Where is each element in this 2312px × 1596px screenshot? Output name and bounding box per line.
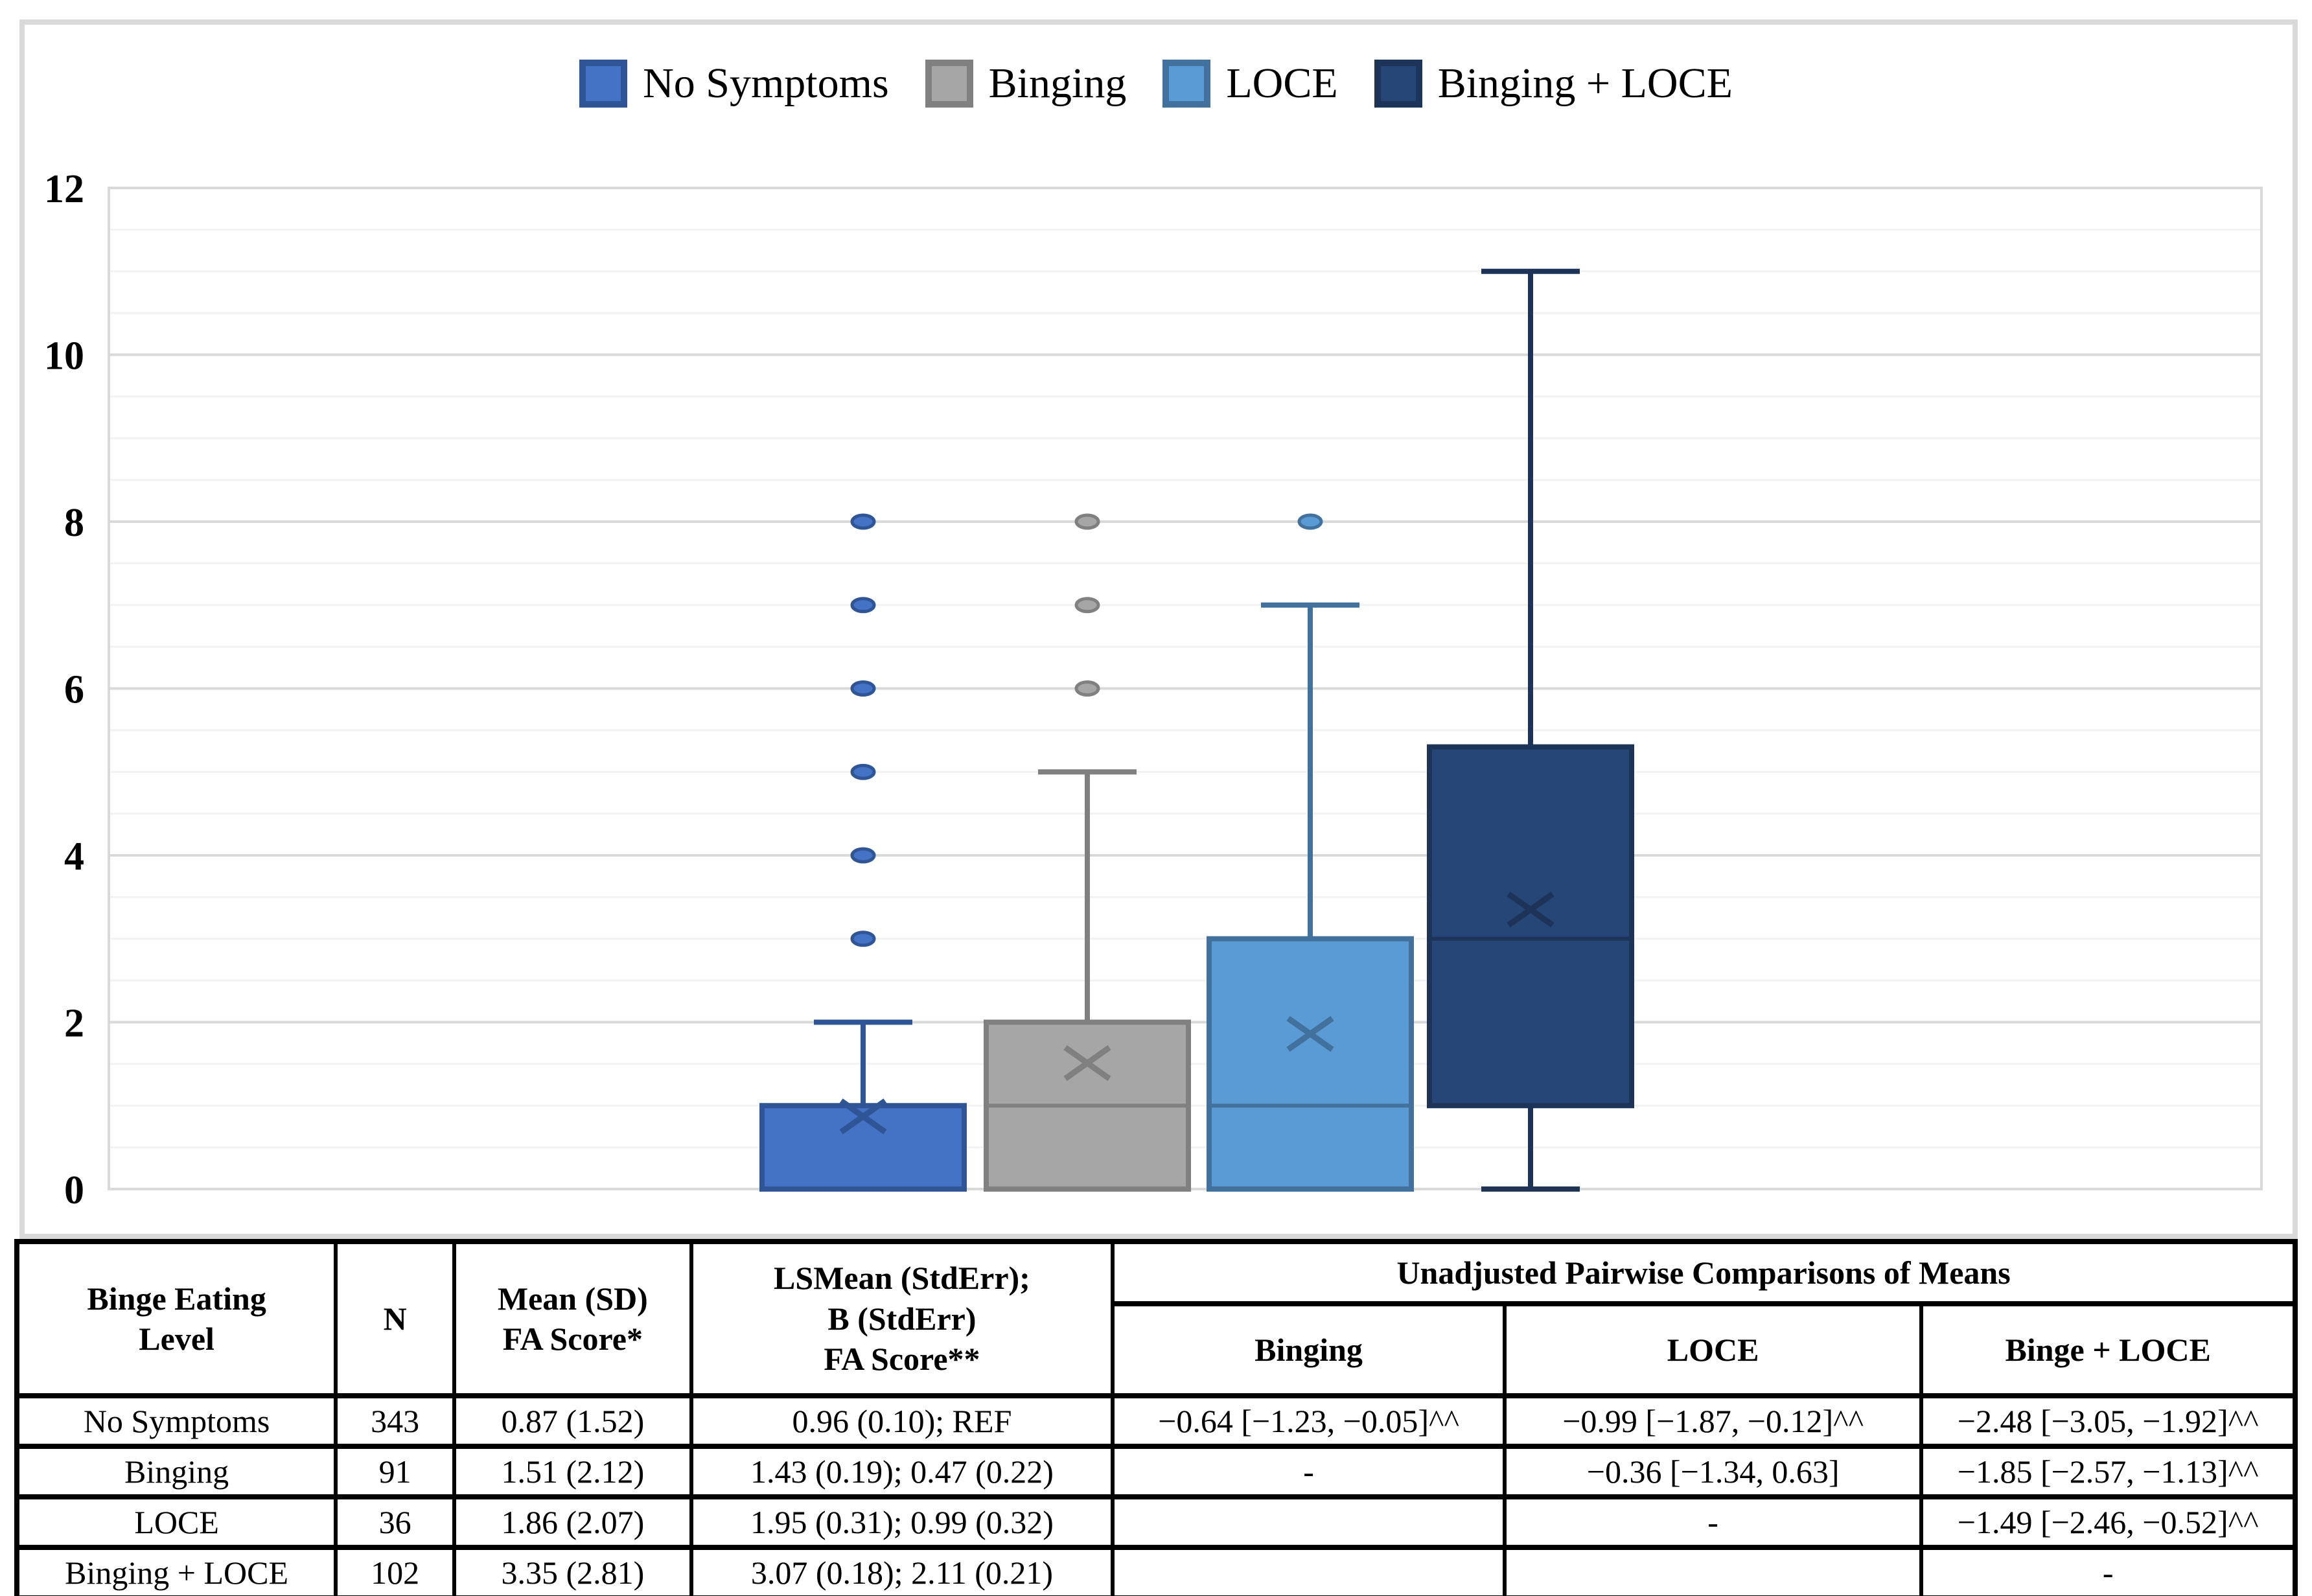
col-header-mean-sd: Mean (SD) FA Score*	[452, 1239, 693, 1398]
legend-swatch-icon	[925, 60, 973, 108]
cell-lsmean: 3.07 (0.18); 2.11 (0.21)	[689, 1545, 1115, 1596]
box-series-loce	[1207, 513, 1414, 1192]
col-header-pairwise-binging: Binging	[1111, 1301, 1507, 1398]
table-row-binging: Binging 91 1.51 (2.12) 1.43 (0.19); 0.47…	[14, 1444, 2297, 1499]
cell-lsmean: 1.95 (0.31); 0.99 (0.32)	[689, 1494, 1115, 1550]
legend-swatch-icon	[579, 60, 628, 108]
table-row-no-symptoms: No Symptoms 343 0.87 (1.52) 0.96 (0.10);…	[14, 1393, 2297, 1449]
cell-level: Binging + LOCE	[14, 1545, 338, 1596]
cell-vs-loce	[1502, 1545, 1924, 1596]
legend-label: No Symptoms	[643, 60, 889, 107]
cell-lsmean: 0.96 (0.10); REF	[689, 1393, 1115, 1449]
chart-legend: No Symptoms Binging LOCE Binging + LOCE	[0, 60, 2312, 108]
table-row-loce: LOCE 36 1.86 (2.07) 1.95 (0.31); 0.99 (0…	[14, 1494, 2297, 1550]
box-series-no-symptoms	[759, 513, 967, 1192]
table-row-binging-loce: Binging + LOCE 102 3.35 (2.81) 3.07 (0.1…	[14, 1545, 2297, 1596]
outlier-point	[1074, 513, 1100, 530]
cell-vs-loce: -	[1502, 1494, 1924, 1550]
cell-vs-binge-loce: −1.49 [−2.46, −0.52]^^	[1919, 1494, 2297, 1550]
cell-level: LOCE	[14, 1494, 338, 1550]
boxplot-svg: 0 2 4 6 8 10 12	[44, 167, 2263, 1212]
y-axis-tick-labels: 0 2 4 6 8 10 12	[44, 167, 84, 1212]
legend-item-loce: LOCE	[1162, 60, 1338, 108]
cell-mean-sd: 0.87 (1.52)	[452, 1393, 693, 1449]
cell-vs-loce: −0.99 [−1.87, −0.12]^^	[1502, 1393, 1924, 1449]
outlier-point	[850, 513, 876, 530]
outlier-point	[850, 847, 876, 864]
y-tick-label: 6	[64, 668, 84, 712]
legend-item-binging-loce: Binging + LOCE	[1374, 60, 1733, 108]
cell-vs-binge-loce: −2.48 [−3.05, −1.92]^^	[1919, 1393, 2297, 1449]
cell-level: No Symptoms	[14, 1393, 338, 1449]
cell-n: 36	[334, 1494, 457, 1550]
y-tick-label: 12	[44, 167, 84, 211]
col-header-pairwise-binge-loce: Binge + LOCE	[1919, 1301, 2297, 1398]
y-tick-label: 0	[64, 1168, 84, 1212]
cell-mean-sd: 3.35 (2.81)	[452, 1545, 693, 1596]
cell-vs-loce: −0.36 [−1.34, 0.63]	[1502, 1444, 1924, 1499]
cell-vs-binging	[1111, 1545, 1507, 1596]
cell-vs-binge-loce: −1.85 [−2.57, −1.13]^^	[1919, 1444, 2297, 1499]
outlier-point	[1074, 680, 1100, 697]
cell-vs-binging	[1111, 1494, 1507, 1550]
legend-swatch-icon	[1374, 60, 1422, 108]
outlier-point	[850, 680, 876, 697]
outlier-point	[1297, 513, 1323, 530]
outlier-point	[850, 931, 876, 947]
legend-label: Binging	[988, 60, 1127, 107]
cell-n: 91	[334, 1444, 457, 1499]
outlier-point	[850, 763, 876, 780]
cell-vs-binge-loce: -	[1919, 1545, 2297, 1596]
y-tick-label: 4	[64, 835, 84, 879]
cell-level: Binging	[14, 1444, 338, 1499]
box	[1427, 744, 1634, 1109]
box	[1207, 936, 1414, 1192]
mean-x-marker	[1507, 892, 1555, 928]
col-header-binge-eating-level: Binge Eating Level	[14, 1239, 338, 1398]
legend-swatch-icon	[1162, 60, 1211, 108]
y-tick-label: 2	[64, 1002, 84, 1046]
col-header-pairwise-group: Unadjusted Pairwise Comparisons of Means	[1111, 1239, 2297, 1306]
mean-x-marker	[839, 1098, 887, 1135]
legend-item-binging: Binging	[925, 60, 1127, 108]
outlier-point	[850, 597, 876, 614]
box-series-binging	[984, 513, 1191, 1192]
legend-item-no-symptoms: No Symptoms	[579, 60, 889, 108]
cell-n: 102	[334, 1545, 457, 1596]
mean-x-marker	[1286, 1015, 1334, 1052]
y-tick-label: 10	[44, 334, 84, 378]
outlier-point	[1074, 597, 1100, 614]
cell-vs-binging: -	[1111, 1444, 1507, 1499]
box-series-binging-loce	[1427, 268, 1634, 1192]
col-header-pairwise-loce: LOCE	[1502, 1301, 1924, 1398]
summary-table: Binge Eating Level N Mean (SD) FA Score*…	[14, 1239, 2298, 1596]
cell-n: 343	[334, 1393, 457, 1449]
cell-mean-sd: 1.86 (2.07)	[452, 1494, 693, 1550]
legend-label: Binging + LOCE	[1437, 60, 1733, 107]
mean-x-marker	[1063, 1045, 1111, 1081]
y-tick-label: 8	[64, 501, 84, 545]
col-header-n: N	[334, 1239, 457, 1398]
cell-vs-binging: −0.64 [−1.23, −0.05]^^	[1111, 1393, 1507, 1449]
col-header-lsmean: LSMean (StdErr); B (StdErr) FA Score**	[689, 1239, 1115, 1398]
cell-lsmean: 1.43 (0.19); 0.47 (0.22)	[689, 1444, 1115, 1499]
cell-mean-sd: 1.51 (2.12)	[452, 1444, 693, 1499]
legend-label: LOCE	[1226, 60, 1338, 107]
